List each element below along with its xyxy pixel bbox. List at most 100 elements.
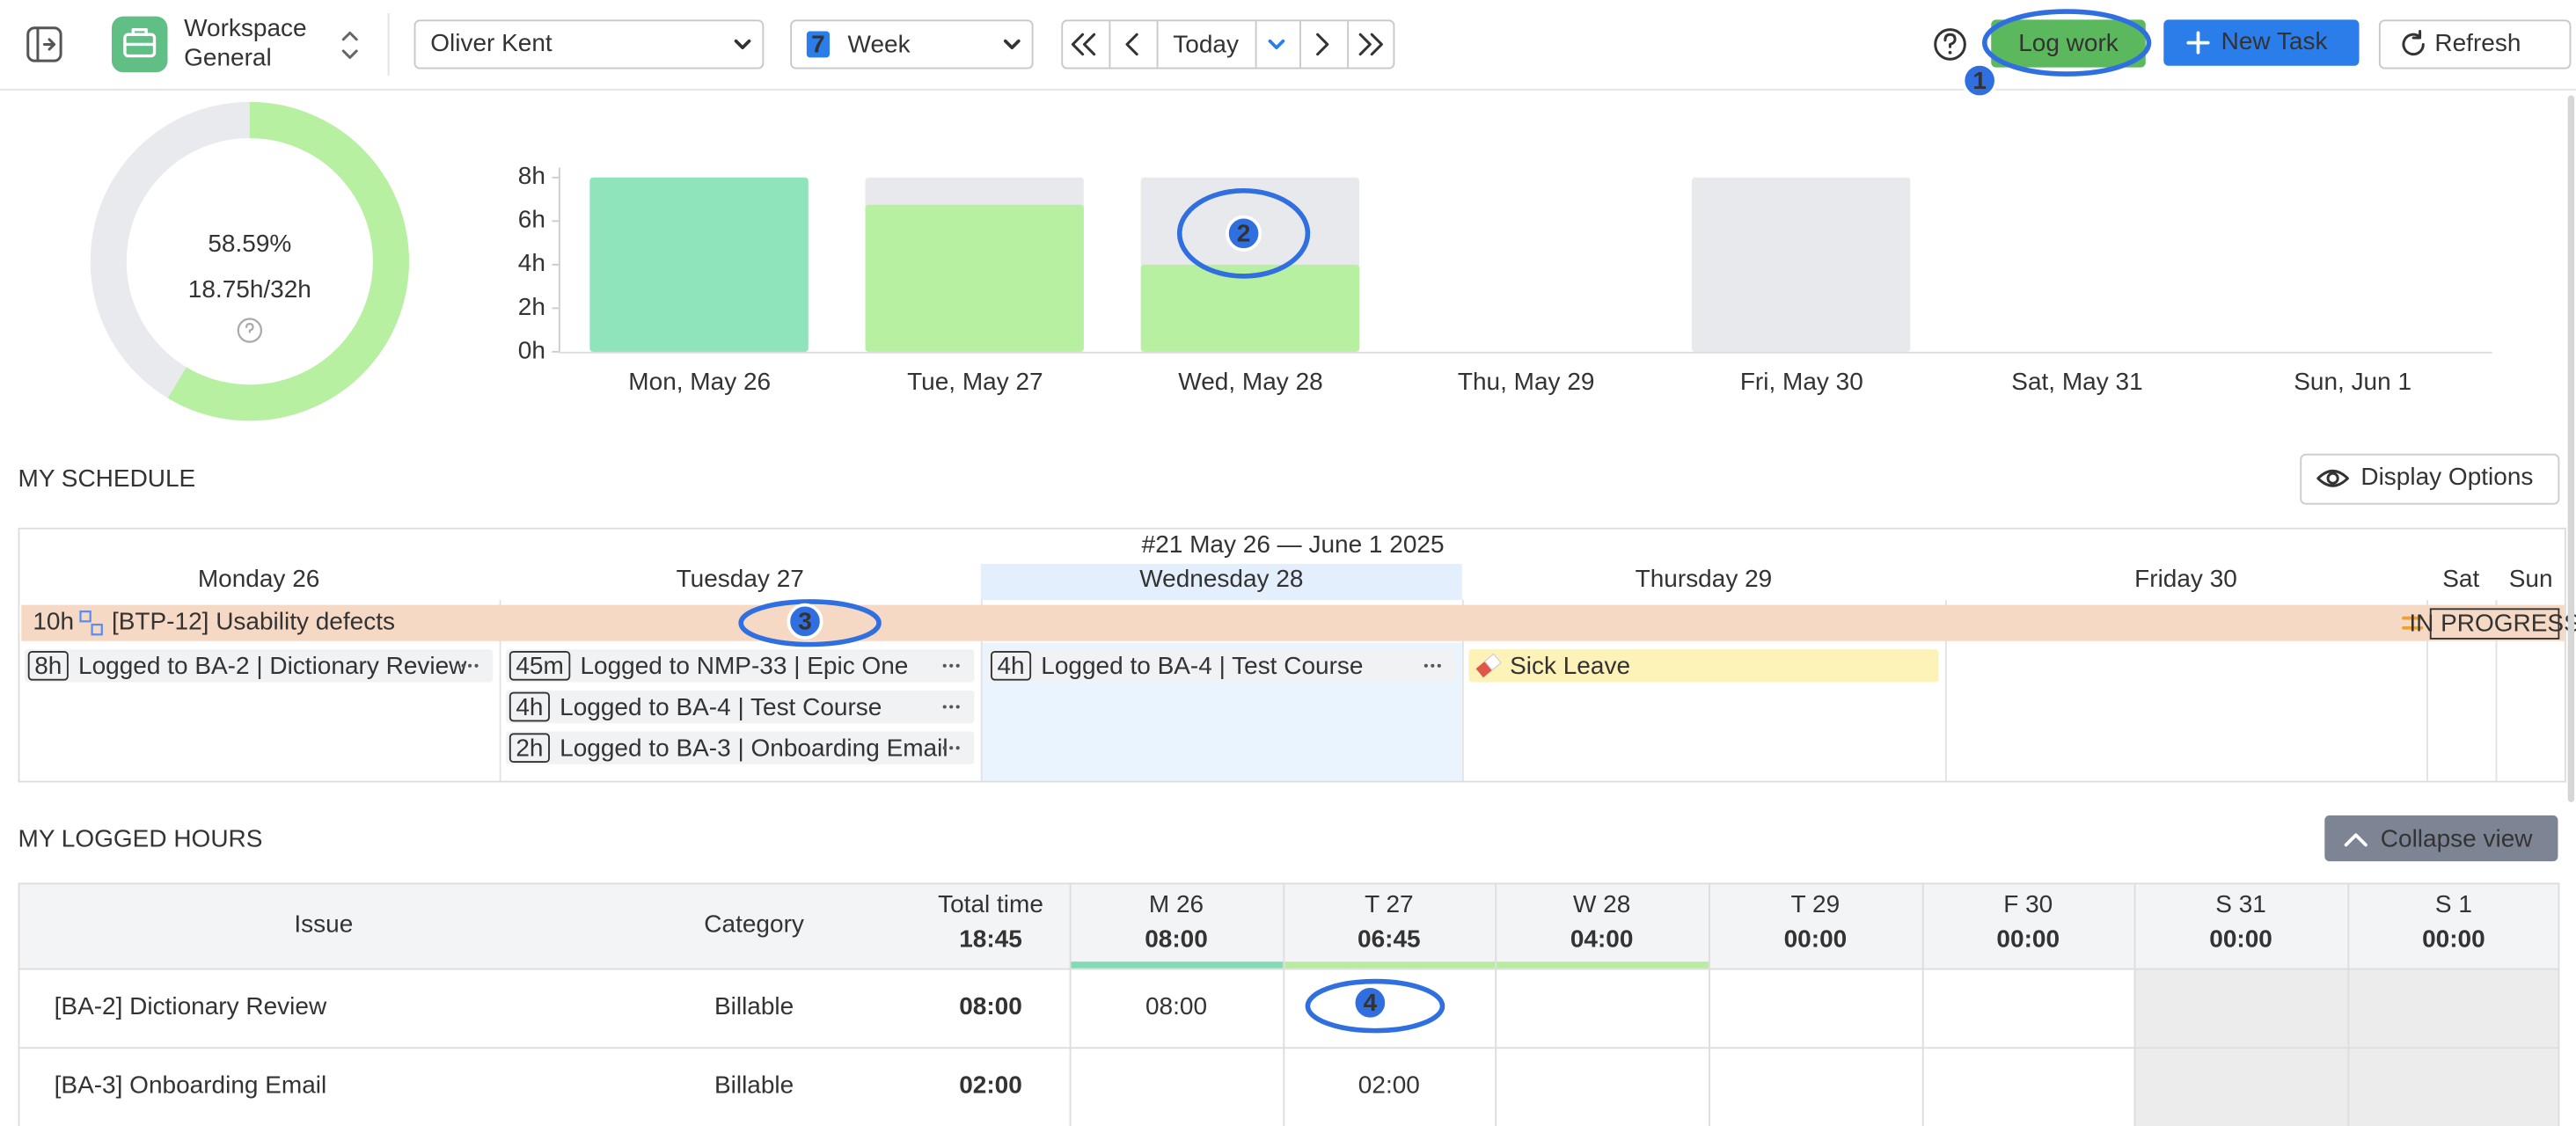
button-label: Log work: [2018, 29, 2119, 56]
day-progress: [1284, 961, 1495, 968]
entry-tag: 4h: [997, 652, 1024, 679]
status: IN PROGRESS: [2409, 609, 2576, 636]
y-tick-label: 2h: [518, 293, 545, 320]
schedule-entry[interactable]: 4hLogged to BA-4 | Test Course: [506, 691, 974, 723]
menu-dot: [956, 746, 960, 749]
bar: [1692, 178, 1910, 352]
day-progress: [1072, 961, 1284, 968]
column-total: 08:00: [1145, 925, 1208, 952]
column-total: 06:45: [1358, 925, 1421, 952]
day-header: Tuesday 27: [677, 565, 804, 592]
scrollbar: [2568, 95, 2574, 802]
column-total: 00:00: [2209, 925, 2272, 952]
bar: [866, 205, 1084, 352]
column-header: W 28: [1573, 890, 1630, 918]
period-select[interactable]: 7 Week: [791, 20, 1033, 68]
schedule-entry[interactable]: 4hLogged to BA-4 | Test Course: [987, 649, 1455, 682]
collapse-button[interactable]: Collapse view: [2324, 815, 2558, 861]
menu-dot: [956, 705, 960, 708]
column-header: Category: [704, 910, 804, 937]
schedule-entry[interactable]: Sick Leave: [1468, 649, 1938, 682]
column-header: Issue: [294, 910, 353, 937]
hours-chart: 0h2h4h6h8hMon, May 26Tue, May 27Wed, May…: [518, 162, 2492, 395]
entry-text: Logged to NMP-33 | Epic One: [580, 652, 908, 679]
help[interactable]: [1936, 30, 1965, 60]
cell: Billable: [714, 1071, 794, 1099]
day-header: Friday 30: [2134, 565, 2237, 592]
week-label: #21 May 26 — June 1 2025: [1142, 530, 1445, 558]
column-header: F 30: [2003, 890, 2053, 918]
menu-dot: [949, 705, 953, 708]
help-dot: [1949, 51, 1952, 55]
column-total: 18:45: [959, 925, 1022, 952]
schedule-grid: #21 May 26 — June 1 2025Monday 26Tuesday…: [18, 529, 2576, 782]
date-nav: Today: [1062, 20, 1394, 68]
x-tick-label: Wed, May 28: [1178, 368, 1322, 395]
updown: [343, 33, 356, 57]
workspace-switcher[interactable]: Workspace General: [112, 14, 356, 72]
workspace-name: Workspace: [184, 14, 306, 41]
log-work-button[interactable]: Log work: [1991, 19, 2146, 67]
y-tick-label: 6h: [518, 206, 545, 233]
x-tick-label: Mon, May 26: [628, 368, 771, 395]
calendar-day: 7: [811, 31, 825, 58]
annotation: 4: [1307, 982, 1442, 1031]
menu-dot: [949, 746, 953, 749]
y-tick-label: 8h: [518, 162, 545, 189]
x-tick-label: Fri, May 30: [1740, 368, 1863, 395]
column-header: T 27: [1365, 890, 1414, 918]
column-header: S 1: [2435, 890, 2472, 918]
entry-tag: 2h: [516, 734, 543, 761]
column-total: 00:00: [2422, 925, 2485, 952]
info-mark: [246, 324, 252, 332]
column-total: 00:00: [1996, 925, 2060, 952]
menu-dot: [462, 664, 465, 668]
user-name: Oliver Kent: [430, 29, 553, 56]
task-bar[interactable]: 10h[BTP-12] Usability defectsIN PROGRESS: [21, 605, 2576, 641]
button-label: Collapse view: [2381, 824, 2533, 852]
entry-tag: 8h: [34, 652, 62, 679]
new-task-button[interactable]: New Task: [2163, 19, 2359, 65]
menu-dot: [956, 664, 960, 668]
weekend-cell: [2347, 969, 2559, 1048]
entry-text: Logged to BA-4 | Test Course: [560, 693, 882, 720]
menu-dot: [1424, 664, 1428, 668]
nav-today[interactable]: Today: [1173, 31, 1239, 58]
issue: [BA-2] Dictionary Review: [55, 992, 327, 1020]
logged-table: IssueCategoryTotal time18:45M 2608:00T 2…: [18, 882, 2560, 1126]
menu-dot: [474, 664, 478, 668]
table-header-bg: [18, 882, 2560, 968]
period: Week: [848, 31, 911, 58]
bar: [589, 178, 808, 352]
column-header: Total time: [938, 890, 1043, 918]
refresh-button[interactable]: Refresh: [2380, 20, 2571, 68]
cell: 08:00: [959, 992, 1022, 1020]
column-header: S 31: [2215, 890, 2266, 918]
schedule-entry[interactable]: 2h Logged to BA-3 | Onboarding Email: [506, 732, 974, 764]
annotation-number: 3: [798, 608, 812, 635]
menu-dot: [949, 664, 953, 668]
schedule-entry[interactable]: 8hLogged to BA-2 | Dictionary Review: [25, 649, 493, 682]
x-tick-label: Thu, May 29: [1458, 368, 1595, 395]
workspace-sub: General: [184, 44, 272, 71]
utilization-donut: 58.59%18.75h/32h: [108, 120, 391, 402]
section-title: MY LOGGED HOURS: [18, 824, 263, 852]
day-header: Sun: [2509, 565, 2553, 592]
weekend-cell: [2347, 1047, 2559, 1126]
user-select[interactable]: Oliver Kent: [415, 20, 764, 68]
entry-text: Logged to BA-3 | Onboarding Email: [560, 734, 948, 761]
column-header: T 29: [1791, 890, 1841, 918]
icon-arrow: [38, 28, 55, 61]
menu-dot: [1438, 664, 1441, 668]
column-total: 04:00: [1570, 925, 1634, 952]
task-bg: [21, 605, 2565, 641]
annotation-number: 4: [1364, 989, 1378, 1016]
schedule-entry[interactable]: 45m Logged to NMP-33 | Epic One: [506, 649, 974, 682]
weekend-cell: [2134, 969, 2348, 1048]
entry-tag: 45m: [516, 652, 563, 679]
display-options-button[interactable]: Display Options: [2301, 455, 2558, 504]
menu-dot: [943, 746, 947, 749]
sidebar-toggle[interactable]: [28, 28, 61, 61]
cell: Billable: [714, 992, 794, 1020]
